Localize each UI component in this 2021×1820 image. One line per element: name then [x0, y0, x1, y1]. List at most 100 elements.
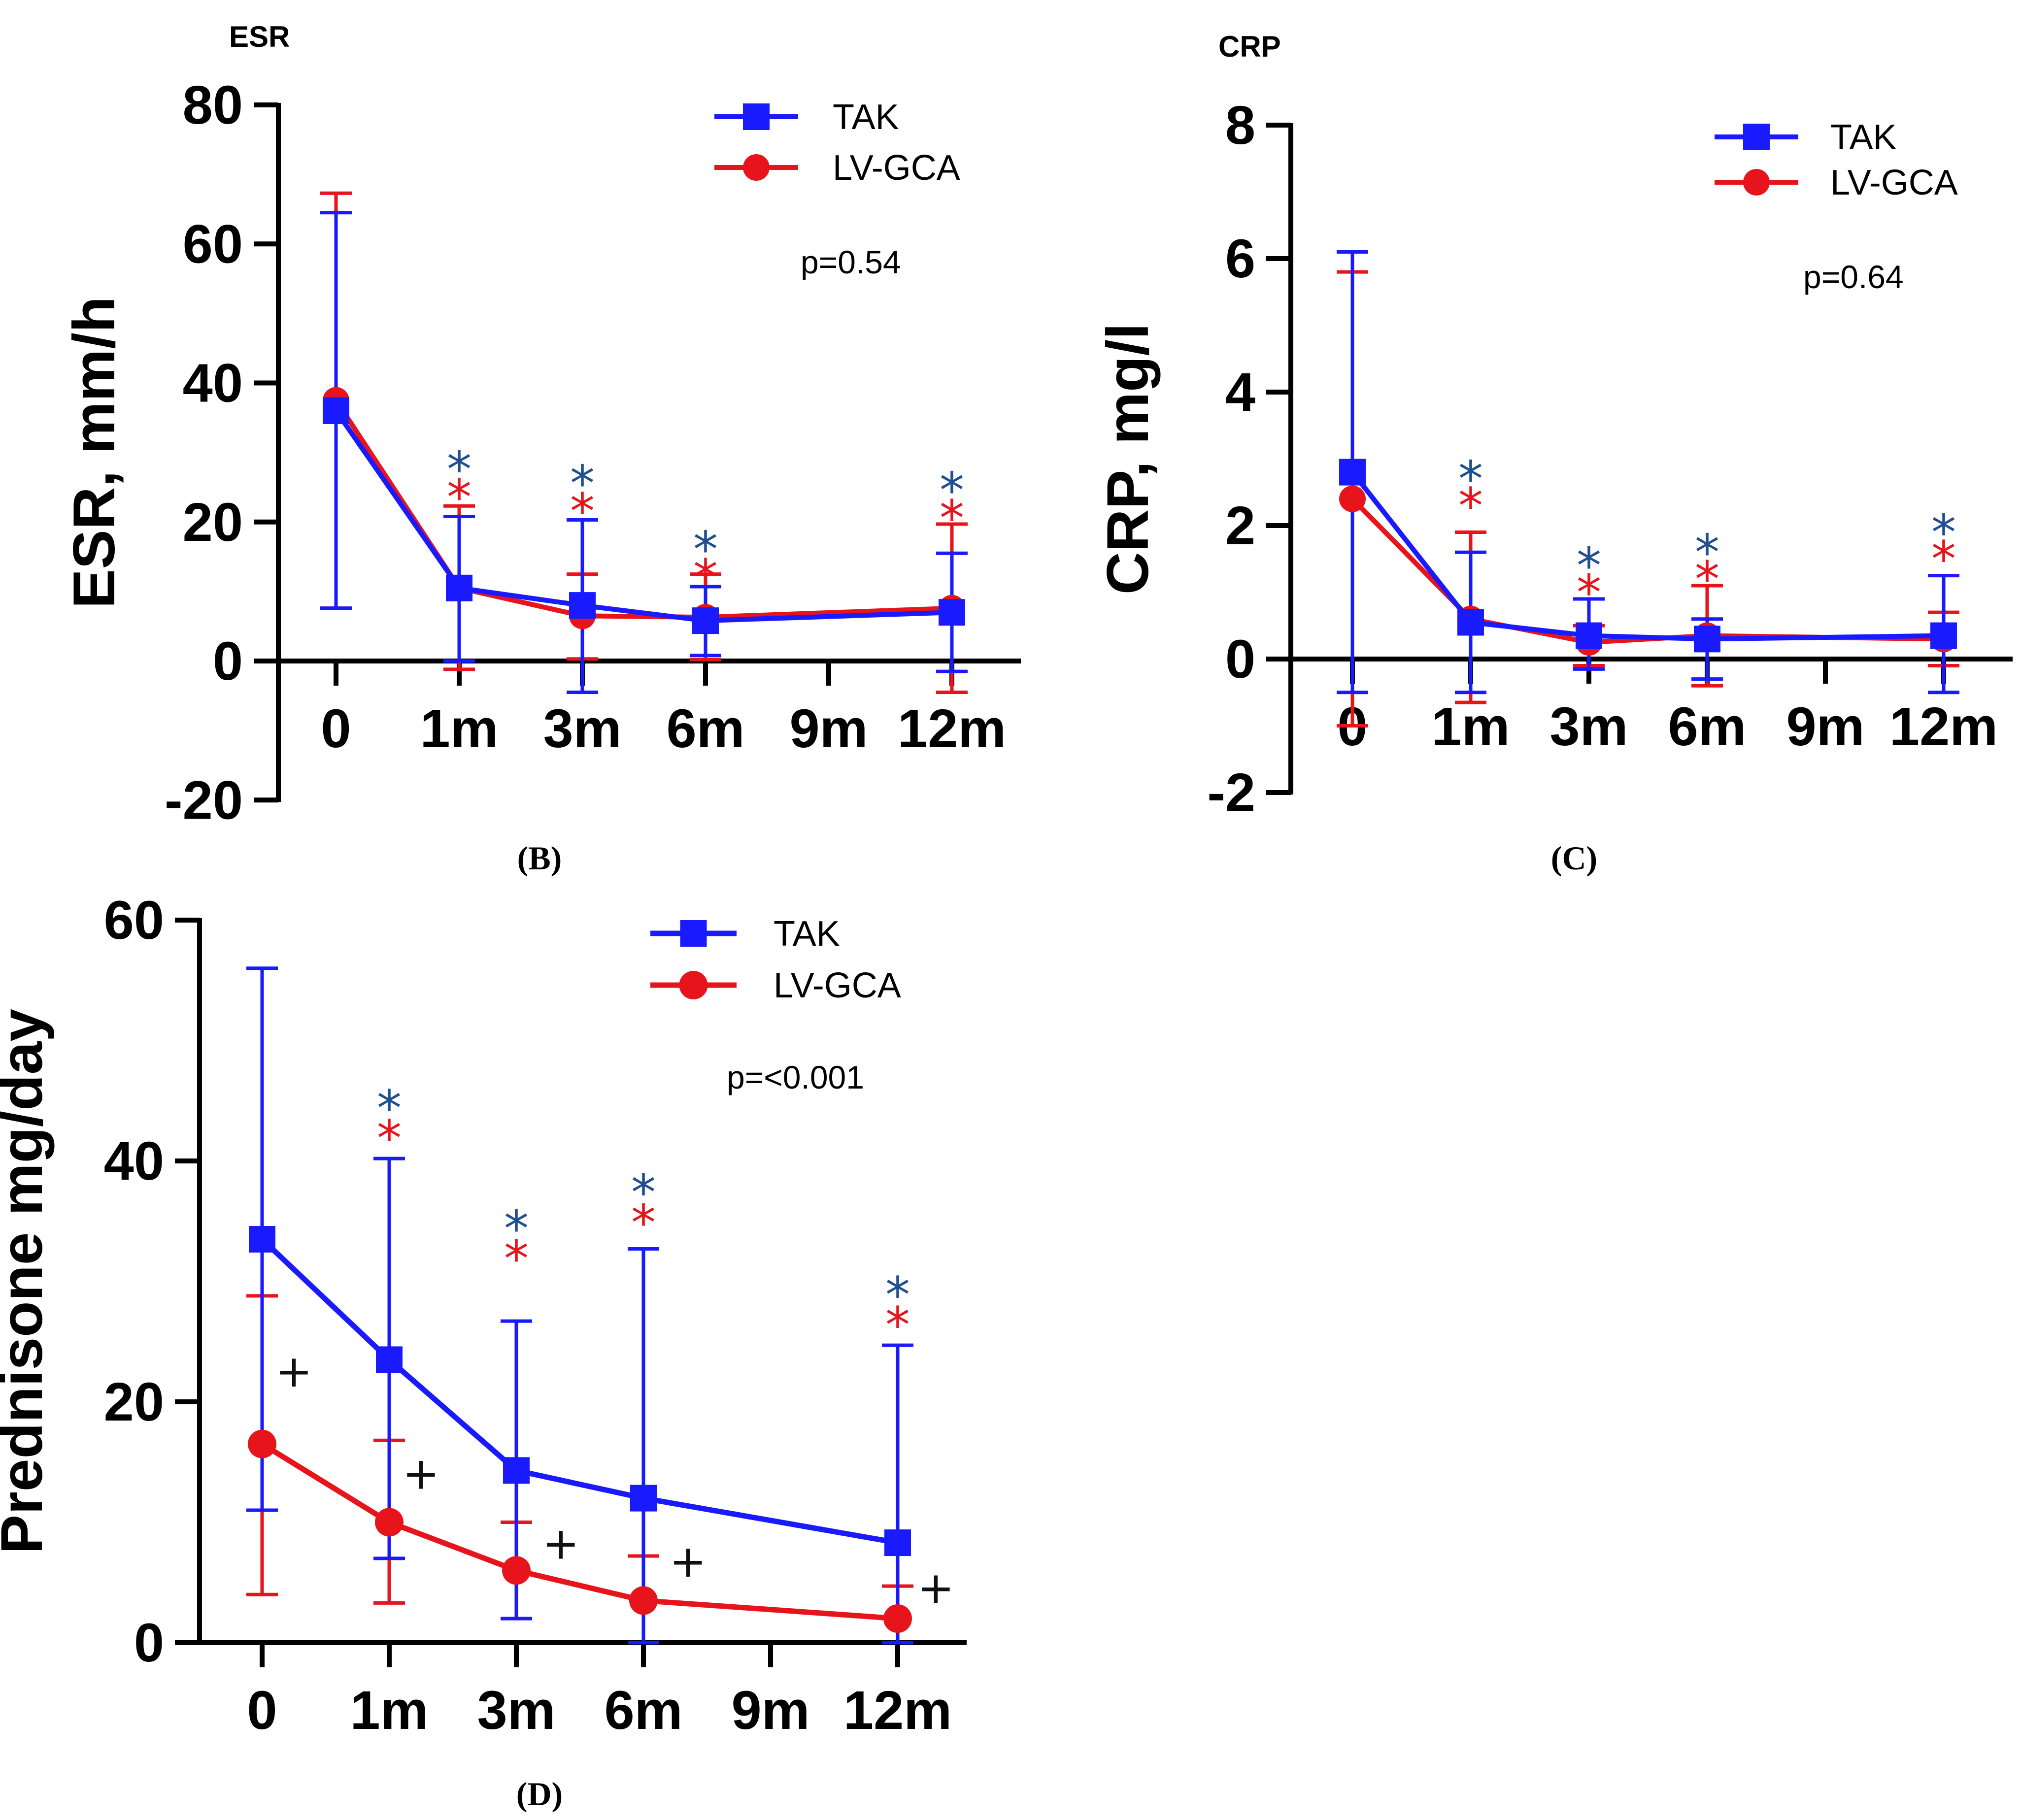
significance-marker: * — [570, 482, 595, 540]
data-point-lv-gca — [1339, 485, 1366, 512]
data-point-tak — [1457, 609, 1484, 636]
y-tick-label: 40 — [183, 353, 243, 414]
series-line-tak — [1350, 470, 1944, 642]
x-tick-label: 6m — [605, 1680, 683, 1741]
y-tick-label: 0 — [213, 631, 243, 692]
x-tick-label: 1m — [350, 1680, 429, 1741]
significance-marker: * — [1931, 530, 1956, 588]
x-tick-label: 3m — [543, 698, 622, 759]
p-value: p=0.54 — [801, 244, 901, 280]
legend-label: TAK — [774, 914, 840, 954]
y-axis-title: CRP, mg/l — [1095, 323, 1161, 595]
data-point-tak — [630, 1485, 657, 1512]
legend: TAK LV-GCA — [1715, 118, 1958, 202]
significance-marker: * — [1458, 450, 1483, 508]
x-tick-label: 1m — [1432, 696, 1510, 757]
legend: TAK LV-GCA — [714, 98, 960, 188]
significance-marker: * — [504, 1230, 529, 1288]
significance-marker: * — [447, 441, 472, 498]
data-point-tak — [323, 397, 349, 424]
panel-caption: (C) — [1551, 839, 1597, 877]
y-tick-label: 80 — [183, 75, 243, 135]
significance-marker: * — [1931, 503, 1956, 561]
y-tick-label: 4 — [1225, 362, 1255, 423]
y-tick-label: -2 — [1207, 762, 1255, 823]
data-point-tak — [884, 1529, 911, 1556]
data-point-tak — [249, 1225, 275, 1253]
x-tick-label: 9m — [732, 1680, 810, 1741]
panel-caption: (B) — [517, 839, 562, 877]
panel-title: CRP — [1218, 30, 1281, 63]
x-tick-label: 3m — [1550, 696, 1628, 757]
data-point-tak — [1576, 622, 1602, 649]
y-tick-label: 0 — [1225, 629, 1255, 690]
x-tick-label: 1m — [420, 698, 499, 759]
comparison-marker: + — [670, 1536, 707, 1588]
data-point-lv-gca — [375, 1508, 404, 1537]
significance-marker: * — [1695, 550, 1719, 608]
data-point-tak — [446, 574, 472, 601]
significance-marker: * — [1577, 537, 1601, 595]
series-line-tak — [334, 409, 952, 624]
significance-marker: * — [377, 1110, 402, 1167]
data-point-lv-gca — [883, 1604, 912, 1633]
legend-label: TAK — [1830, 118, 1897, 157]
data-point-lv-gca — [502, 1556, 531, 1585]
legend-label: LV-GCA — [1830, 163, 1958, 202]
x-tick-label: 12m — [898, 698, 1006, 759]
y-tick-label: -20 — [165, 770, 243, 830]
significance-marker: * — [1458, 477, 1483, 534]
x-tick-label: 6m — [1668, 696, 1747, 757]
x-tick-label: 3m — [477, 1680, 556, 1741]
p-value: p=0.64 — [1803, 259, 1904, 295]
y-tick-label: 8 — [1225, 95, 1255, 156]
significance-marker: * — [504, 1200, 529, 1257]
legend-marker — [1743, 124, 1770, 150]
y-tick-label: 2 — [1225, 496, 1255, 556]
y-tick-label: 0 — [134, 1613, 164, 1673]
y-axis-title: Prednisone mg/day — [0, 1009, 55, 1554]
data-point-tak — [569, 592, 596, 619]
significance-marker: * — [631, 1164, 656, 1222]
data-point-tak — [692, 607, 719, 634]
significance-marker: * — [1695, 524, 1719, 581]
significance-marker: * — [885, 1296, 910, 1354]
y-tick-label: 40 — [104, 1131, 164, 1191]
p-value: p=<0.001 — [727, 1059, 864, 1095]
significance-marker: * — [885, 1266, 910, 1324]
y-axis-title: ESR, mm/h — [61, 297, 127, 608]
significance-marker: * — [631, 1194, 656, 1252]
series-line-lv-gca — [261, 1441, 898, 1621]
legend-label: LV-GCA — [833, 148, 960, 188]
significance-marker: * — [1577, 563, 1601, 621]
comparison-marker: + — [403, 1448, 439, 1500]
x-tick-label: 9m — [1786, 696, 1865, 757]
legend-marker — [743, 154, 770, 181]
data-point-tak — [376, 1346, 403, 1373]
comparison-marker: + — [275, 1346, 312, 1397]
data-point-tak — [1930, 622, 1957, 649]
significance-marker: * — [940, 489, 964, 547]
x-tick-label: 0 — [321, 698, 351, 759]
significance-marker: * — [940, 462, 964, 519]
chart-panel-2: CRP-20246801m3m6m9m12mCRP, mg/l********T… — [1095, 30, 2013, 877]
significance-marker: * — [693, 548, 718, 606]
legend-marker — [679, 971, 708, 999]
x-tick-label: 9m — [790, 698, 868, 759]
series-line-tak — [260, 1237, 898, 1546]
panel-caption: (D) — [516, 1775, 563, 1813]
series-line-lv-gca — [1350, 497, 1944, 645]
significance-marker: * — [693, 521, 718, 578]
legend-label: TAK — [833, 98, 899, 137]
y-tick-label: 60 — [183, 214, 243, 274]
significance-marker: * — [447, 468, 472, 526]
series-line-lv-gca — [334, 399, 952, 620]
significance-marker: * — [570, 455, 595, 512]
data-point-tak — [1339, 459, 1366, 486]
y-tick-label: 60 — [104, 890, 164, 951]
comparison-marker: + — [542, 1518, 579, 1570]
x-tick-label: 12m — [843, 1680, 952, 1741]
